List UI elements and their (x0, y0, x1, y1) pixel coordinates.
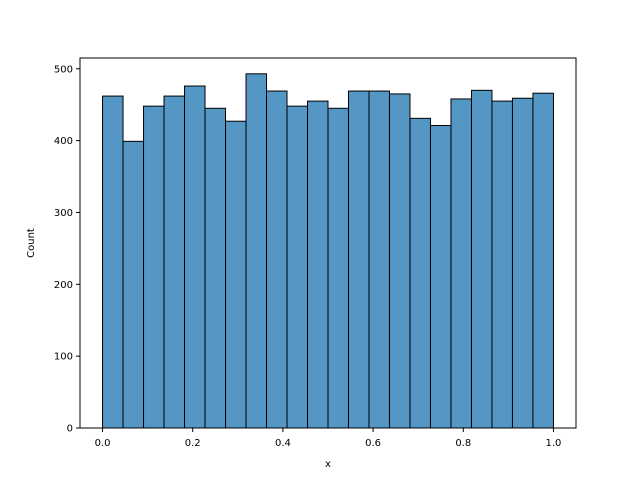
histogram-bar (511, 97, 534, 429)
histogram-bar (204, 107, 227, 429)
y-tick-label: 100 (54, 352, 73, 363)
histogram-bar (307, 100, 329, 429)
histogram-bar (245, 73, 268, 429)
x-tick-label: 0.6 (365, 438, 381, 449)
x-tick-label: 0.4 (275, 438, 291, 449)
histogram-bar (143, 105, 165, 429)
histogram-bar (327, 107, 349, 429)
histogram-bar (470, 89, 493, 429)
y-tick-label: 0 (67, 424, 73, 435)
y-axis-ticks: 0 100 200 300 400 500 (54, 64, 80, 435)
x-tick-label: 0.8 (455, 438, 471, 449)
histogram-bar (409, 117, 431, 429)
y-tick-label: 500 (54, 64, 73, 75)
histogram-bar (266, 90, 288, 429)
y-tick-label: 200 (54, 280, 73, 291)
histogram-bar (286, 105, 309, 429)
histogram-bar (429, 125, 452, 429)
histogram-bar (368, 90, 390, 429)
y-tick-label: 300 (54, 208, 73, 219)
plot-frame (79, 57, 577, 429)
histogram-bar (491, 100, 513, 429)
y-axis-label: Count (26, 228, 37, 258)
x-axis-ticks: 0.0 0.2 0.4 0.6 0.8 1.0 (95, 428, 562, 449)
x-tick-label: 0.0 (95, 438, 111, 449)
y-tick-label: 400 (54, 136, 73, 147)
bars-group (102, 73, 554, 429)
histogram-bar (347, 90, 370, 429)
x-tick-label: 0.2 (185, 438, 201, 449)
histogram-bar (184, 85, 206, 429)
histogram-bar (450, 98, 472, 429)
histogram-bar (388, 93, 411, 429)
histogram-bar (532, 92, 554, 429)
histogram-bar (102, 95, 124, 429)
x-axis-label: x (325, 459, 331, 470)
x-tick-label: 1.0 (546, 438, 562, 449)
histogram-bar (122, 140, 145, 429)
histogram-bar (163, 95, 186, 429)
histogram-bar (225, 120, 247, 429)
